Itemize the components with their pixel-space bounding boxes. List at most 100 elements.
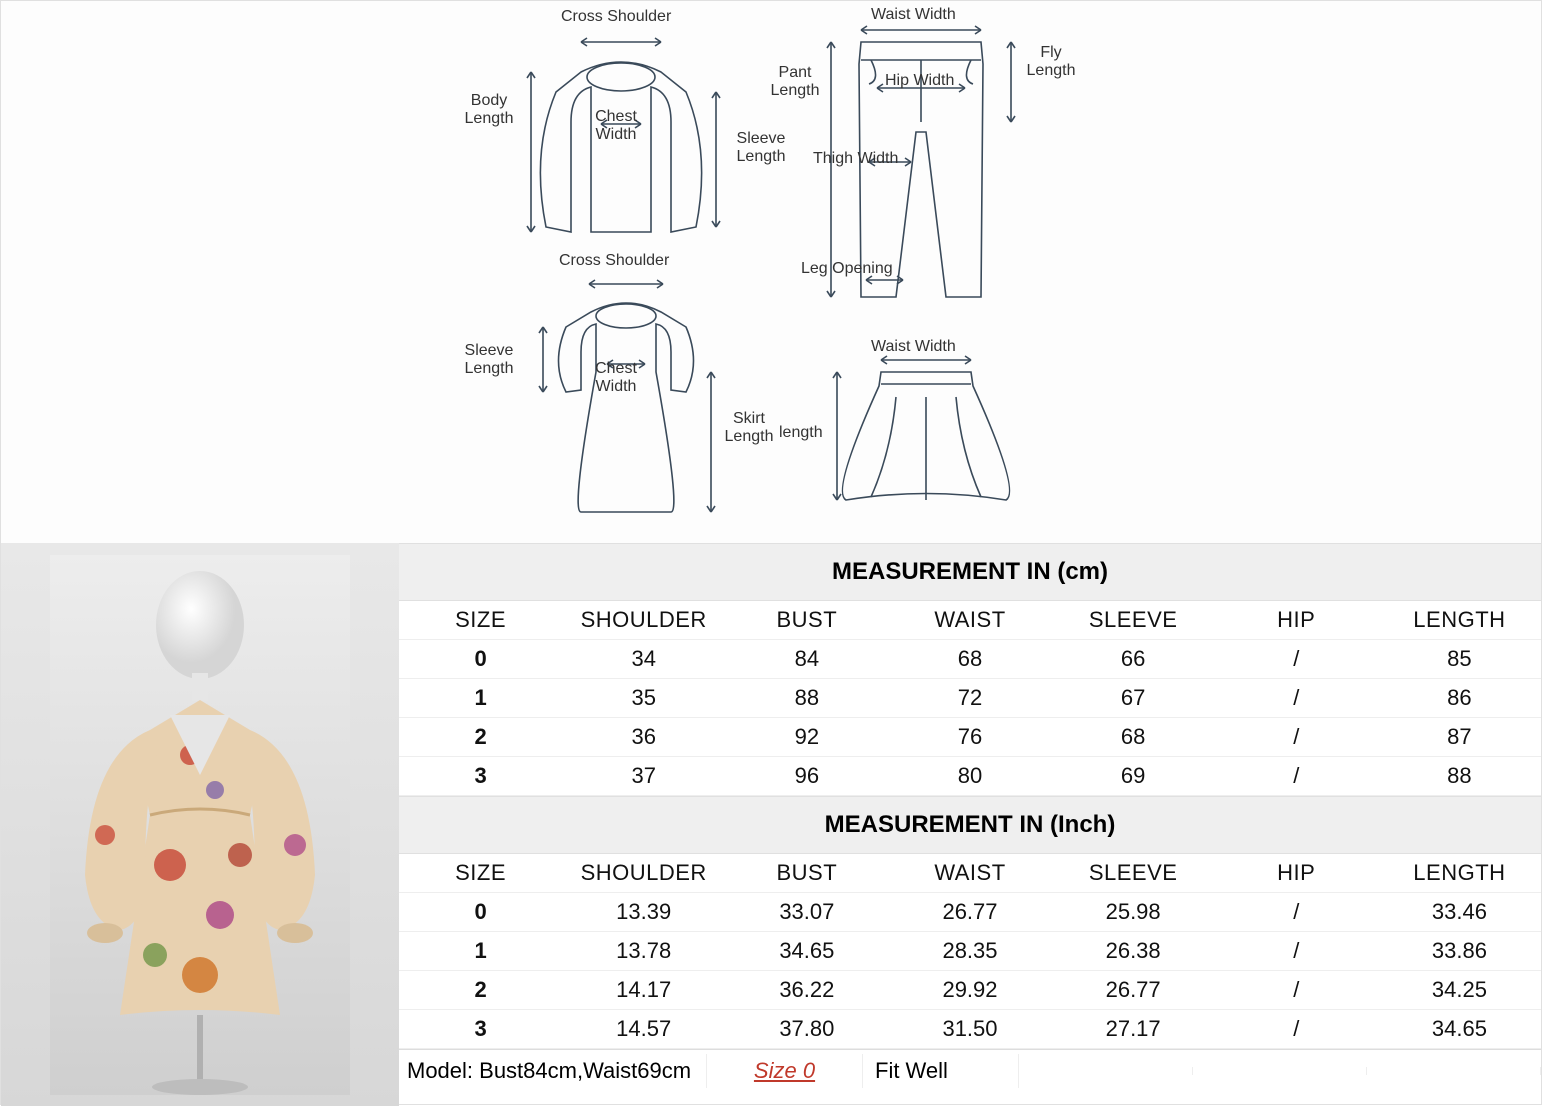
table-cell: 33.07 bbox=[725, 893, 888, 932]
table-cell: 34.25 bbox=[1378, 971, 1541, 1010]
label-chest-width-top: Chest Width bbox=[586, 108, 646, 143]
table-cell: 66 bbox=[1052, 640, 1215, 679]
table-row: 236927668/87 bbox=[399, 718, 1541, 757]
col-header: WAIST bbox=[888, 854, 1051, 893]
col-header: LENGTH bbox=[1378, 601, 1541, 640]
table-cell: / bbox=[1215, 893, 1378, 932]
label-sleeve-length-top: Sleeve Length bbox=[729, 130, 793, 165]
footer-empty-1 bbox=[1019, 1067, 1193, 1075]
label-hip-width: Hip Width bbox=[885, 72, 954, 90]
col-header: HIP bbox=[1215, 601, 1378, 640]
label-cross-shoulder-dress: Cross Shoulder bbox=[559, 252, 669, 270]
table-cell: 34.65 bbox=[725, 932, 888, 971]
table-row: 337968069/88 bbox=[399, 757, 1541, 796]
footer-empty-2 bbox=[1193, 1067, 1367, 1075]
footer-size: Size 0 bbox=[707, 1054, 863, 1088]
col-header: SIZE bbox=[399, 601, 562, 640]
table-cell: 85 bbox=[1378, 640, 1541, 679]
col-header: LENGTH bbox=[1378, 854, 1541, 893]
table-cell: 1 bbox=[399, 679, 562, 718]
table-cell: 2 bbox=[399, 971, 562, 1010]
table-cell: 34 bbox=[562, 640, 725, 679]
table-row: 135887267/86 bbox=[399, 679, 1541, 718]
product-photo bbox=[1, 543, 399, 1106]
label-leg-opening: Leg Opening bbox=[801, 260, 893, 278]
size-chart-page: Cross Shoulder Body Length Chest Width S… bbox=[0, 0, 1542, 1105]
skirt-diagram bbox=[811, 352, 1031, 522]
table-cell: / bbox=[1215, 640, 1378, 679]
table-cell: 92 bbox=[725, 718, 888, 757]
diagram-inner: Cross Shoulder Body Length Chest Width S… bbox=[451, 12, 1091, 532]
table-cell: 13.78 bbox=[562, 932, 725, 971]
table-cell: 37 bbox=[562, 757, 725, 796]
label-waist-width-pant: Waist Width bbox=[871, 6, 956, 24]
table-row: 214.1736.2229.9226.77/34.25 bbox=[399, 971, 1541, 1010]
lower-section: MEASUREMENT IN (cm) SIZESHOULDERBUSTWAIS… bbox=[1, 543, 1541, 1106]
label-fly-length: Fly Length bbox=[1021, 44, 1081, 79]
mannequin-illustration bbox=[50, 555, 350, 1095]
table-cell: 14.57 bbox=[562, 1010, 725, 1049]
table-in: SIZESHOULDERBUSTWAISTSLEEVEHIPLENGTH 013… bbox=[399, 854, 1541, 1049]
table-cell: 68 bbox=[888, 640, 1051, 679]
label-pant-length: Pant Length bbox=[765, 64, 825, 99]
table-row: 113.7834.6528.3526.38/33.86 bbox=[399, 932, 1541, 971]
table-cell: 1 bbox=[399, 932, 562, 971]
measurement-diagram: Cross Shoulder Body Length Chest Width S… bbox=[1, 1, 1541, 543]
table-cell: 84 bbox=[725, 640, 888, 679]
label-skirt-only-length: length bbox=[779, 424, 823, 442]
table-cell: 36.22 bbox=[725, 971, 888, 1010]
table-cell: 0 bbox=[399, 640, 562, 679]
table-cell: 29.92 bbox=[888, 971, 1051, 1010]
table-cell: 13.39 bbox=[562, 893, 725, 932]
table-cm-title: MEASUREMENT IN (cm) bbox=[399, 543, 1541, 601]
footer-empty-3 bbox=[1367, 1067, 1541, 1075]
label-thigh-width: Thigh Width bbox=[813, 150, 898, 168]
table-cell: 86 bbox=[1378, 679, 1541, 718]
label-skirt-length: Skirt Length bbox=[719, 410, 779, 445]
table-row: 013.3933.0726.7725.98/33.46 bbox=[399, 893, 1541, 932]
table-cell: 37.80 bbox=[725, 1010, 888, 1049]
footer-fit: Fit Well bbox=[863, 1054, 1019, 1088]
table-cell: / bbox=[1215, 718, 1378, 757]
col-header: SLEEVE bbox=[1052, 601, 1215, 640]
table-cell: 0 bbox=[399, 893, 562, 932]
table-cell: 67 bbox=[1052, 679, 1215, 718]
label-cross-shoulder-top: Cross Shoulder bbox=[561, 8, 671, 26]
label-body-length: Body Length bbox=[459, 92, 519, 127]
table-cm: SIZESHOULDERBUSTWAISTSLEEVEHIPLENGTH 034… bbox=[399, 601, 1541, 796]
table-cell: 36 bbox=[562, 718, 725, 757]
table-cell: 14.17 bbox=[562, 971, 725, 1010]
col-header: SLEEVE bbox=[1052, 854, 1215, 893]
col-header: SHOULDER bbox=[562, 854, 725, 893]
dress-diagram bbox=[521, 272, 731, 522]
model-footer: Model: Bust84cm,Waist69cm Size 0 Fit Wel… bbox=[399, 1049, 1541, 1091]
table-cell: 69 bbox=[1052, 757, 1215, 796]
label-sleeve-length-dress: Sleeve Length bbox=[457, 342, 521, 377]
table-cell: 88 bbox=[725, 679, 888, 718]
table-cell: / bbox=[1215, 679, 1378, 718]
table-cell: 28.35 bbox=[888, 932, 1051, 971]
size-tables: MEASUREMENT IN (cm) SIZESHOULDERBUSTWAIS… bbox=[399, 543, 1541, 1106]
table-cell: 2 bbox=[399, 718, 562, 757]
table-cell: 76 bbox=[888, 718, 1051, 757]
table-cell: 35 bbox=[562, 679, 725, 718]
table-row: 034846866/85 bbox=[399, 640, 1541, 679]
table-cell: 72 bbox=[888, 679, 1051, 718]
table-cell: 80 bbox=[888, 757, 1051, 796]
label-waist-width-skirt: Waist Width bbox=[871, 338, 956, 356]
table-cell: / bbox=[1215, 932, 1378, 971]
col-header: BUST bbox=[725, 854, 888, 893]
table-cell: 27.17 bbox=[1052, 1010, 1215, 1049]
col-header: HIP bbox=[1215, 854, 1378, 893]
table-cell: 68 bbox=[1052, 718, 1215, 757]
table-cell: / bbox=[1215, 1010, 1378, 1049]
col-header: SIZE bbox=[399, 854, 562, 893]
table-cell: 26.77 bbox=[888, 893, 1051, 932]
table-cell: 34.65 bbox=[1378, 1010, 1541, 1049]
table-cell: 25.98 bbox=[1052, 893, 1215, 932]
table-cell: 88 bbox=[1378, 757, 1541, 796]
label-chest-width-dress: Chest Width bbox=[587, 360, 645, 395]
table-cell: / bbox=[1215, 971, 1378, 1010]
table-cell: 26.77 bbox=[1052, 971, 1215, 1010]
table-in-title: MEASUREMENT IN (Inch) bbox=[399, 796, 1541, 854]
